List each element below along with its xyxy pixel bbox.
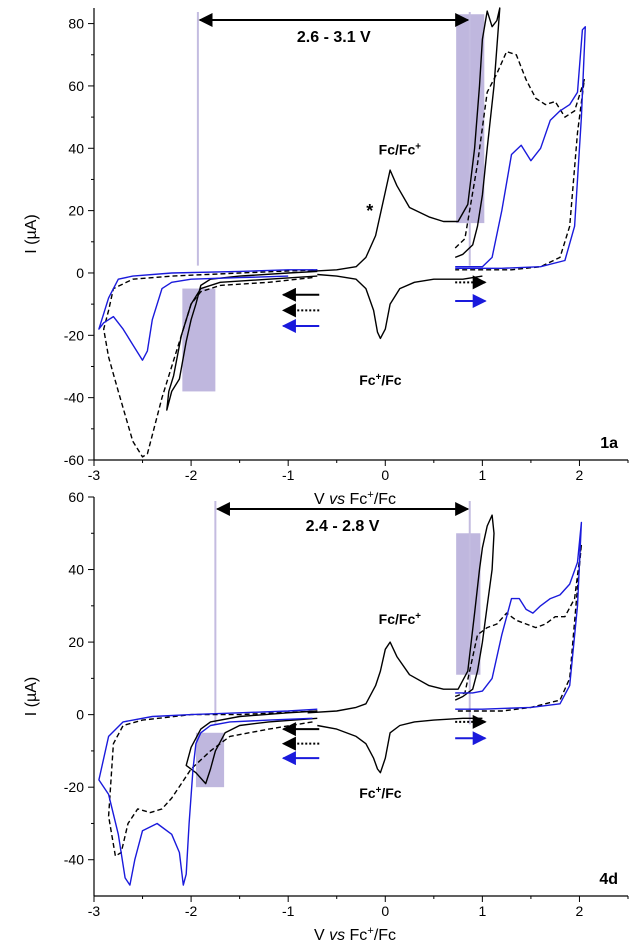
highlight-rect xyxy=(456,533,481,675)
x-tick-label: -2 xyxy=(185,467,198,483)
x-axis-label-part: /Fc xyxy=(374,927,396,944)
series-line-black-solid xyxy=(185,710,318,785)
x-axis-label: V vs Fc+/Fc xyxy=(314,925,396,944)
peak-annotation: Fc/Fc+ xyxy=(379,141,422,158)
x-tick-label: -1 xyxy=(282,467,295,483)
series-line-black-dash xyxy=(454,50,585,271)
x-tick-label: 0 xyxy=(381,903,389,919)
series-line-black-solid xyxy=(307,7,501,273)
x-tick-label: -2 xyxy=(185,903,198,919)
x-axis-label-part: /Fc xyxy=(374,491,396,508)
y-tick-label: 20 xyxy=(68,634,84,650)
window-label: 2.4 - 2.8 V xyxy=(306,518,380,535)
y-tick-label: -20 xyxy=(64,779,84,795)
peak-annotation-part: Fc xyxy=(359,372,376,388)
x-axis-label-part: Fc xyxy=(345,491,367,508)
x-tick-label: 1 xyxy=(478,903,486,919)
x-axis-label-part: V xyxy=(314,491,329,508)
series-line-blue-solid xyxy=(98,708,318,886)
x-tick-label: -1 xyxy=(282,903,295,919)
x-tick-label: 2 xyxy=(576,903,584,919)
series-line-black-solid xyxy=(317,273,483,340)
y-axis-label-part: I ( xyxy=(23,239,40,254)
x-tick-label: 0 xyxy=(381,467,389,483)
peak-annotation-part: Fc xyxy=(359,785,376,801)
y-axis-label-part: I ( xyxy=(23,701,40,716)
y-tick-label: -60 xyxy=(64,452,84,468)
peak-annotation-part: + xyxy=(376,785,382,796)
peak-annotation-part: + xyxy=(415,141,421,152)
peak-annotation-part: * xyxy=(366,201,373,221)
panel-label: 1a xyxy=(600,435,618,452)
series-line-blue-solid xyxy=(455,521,583,710)
peak-annotation: Fc+/Fc xyxy=(359,785,402,802)
y-axis-label: I (µA) xyxy=(23,214,40,253)
peak-annotation-part: Fc/Fc xyxy=(379,142,416,158)
chart-panel-1a: -3 -2 -1 0 1 2 -60 -40 -20 0 20 40 60 80 2.6 - 3.1 V Fc… xyxy=(23,7,629,508)
y-axis-label: I (µA) xyxy=(23,677,40,716)
y-tick-label: 40 xyxy=(68,562,84,578)
x-axis-label-part: vs xyxy=(329,927,345,944)
y-tick-label: 80 xyxy=(68,16,84,32)
series-line-black-solid xyxy=(307,514,495,714)
panel-label: 4d xyxy=(599,871,618,888)
peak-annotation-part: /Fc xyxy=(381,372,401,388)
y-tick-label: 20 xyxy=(68,203,84,219)
x-tick-label: 2 xyxy=(576,467,584,483)
y-tick-label: -40 xyxy=(64,390,84,406)
window-label: 2.6 - 3.1 V xyxy=(297,29,371,46)
y-tick-label: 40 xyxy=(68,140,84,156)
x-tick-label: -3 xyxy=(88,903,101,919)
y-axis-label-part: A) xyxy=(23,214,40,230)
series-line-black-solid xyxy=(317,717,483,774)
x-tick-label: -3 xyxy=(88,467,101,483)
x-axis-label-part: + xyxy=(367,925,374,937)
y-axis-label-part: A) xyxy=(23,677,40,693)
series-line-black-dash xyxy=(454,543,583,712)
y-axis-label-part: µ xyxy=(23,693,40,702)
y-axis-label-part: µ xyxy=(23,230,40,239)
x-axis-label-part: V xyxy=(314,927,329,944)
y-tick-label: -40 xyxy=(64,852,84,868)
peak-annotation-part: /Fc xyxy=(381,785,401,801)
y-tick-label: 60 xyxy=(68,78,84,94)
series-line-blue-solid xyxy=(98,269,318,361)
x-tick-label: 1 xyxy=(478,467,486,483)
peak-annotation: Fc/Fc+ xyxy=(379,610,422,627)
x-axis-label-part: vs xyxy=(329,491,345,508)
x-axis-label-part: Fc xyxy=(345,927,367,944)
y-tick-label: 0 xyxy=(76,265,84,281)
peak-annotation-part: + xyxy=(376,372,382,383)
peak-annotation: * xyxy=(366,201,373,221)
y-tick-label: 60 xyxy=(68,489,84,505)
series-line-black-dash xyxy=(103,269,318,458)
peak-annotation-part: + xyxy=(415,610,421,621)
x-axis-label: V vs Fc+/Fc xyxy=(314,489,396,508)
series-line-black-dash xyxy=(107,710,318,857)
series-line-blue-solid xyxy=(455,26,586,269)
y-tick-label: -20 xyxy=(64,327,84,343)
peak-annotation-part: Fc/Fc xyxy=(379,611,416,627)
x-axis-label-part: + xyxy=(367,489,374,501)
highlight-rect xyxy=(182,288,216,392)
peak-annotation: Fc+/Fc xyxy=(359,372,402,389)
y-tick-label: 0 xyxy=(76,707,84,723)
